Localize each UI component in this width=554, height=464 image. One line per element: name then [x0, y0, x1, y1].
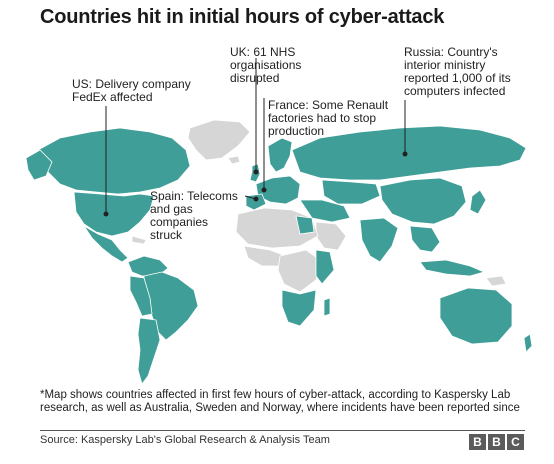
russia-line-3: reported 1,000 of its [404, 71, 511, 85]
southern-africa [281, 289, 317, 327]
iceland [227, 155, 241, 165]
russia [291, 125, 527, 181]
scandinavia [267, 137, 293, 173]
spain-line-1: Spain: Telecoms [150, 189, 238, 203]
uk-dot [253, 169, 259, 175]
papua [485, 275, 507, 287]
uk-line-2: organisations [230, 58, 302, 72]
uk-annotation: UK: 61 NHS organisations disrupted [230, 46, 301, 85]
russia-line-4: computers infected [404, 84, 506, 98]
france-dot [261, 187, 267, 193]
indonesia [419, 259, 486, 277]
argentina-chile [137, 317, 161, 385]
france-annotation: France: Some Renault factories had to st… [268, 99, 388, 138]
bbc-logo-letter-1: B [469, 434, 486, 450]
leader-lines [105, 58, 406, 214]
spain-line-2: and gas [150, 202, 193, 216]
madagascar [323, 297, 331, 317]
leader-dots [103, 151, 408, 217]
map-title: Countries hit in initial hours of cyber-… [40, 6, 445, 28]
greenland [187, 119, 251, 161]
france-line-2: factories had to stop [268, 111, 377, 125]
china [379, 177, 467, 225]
east-africa [315, 249, 335, 285]
us-annotation: US: Delivery company FedEx affected [72, 78, 191, 104]
new-zealand [523, 333, 533, 353]
india [359, 217, 399, 263]
france-line-1: France: Some Renault [268, 98, 389, 112]
russia-annotation: Russia: Country's interior ministry repo… [404, 46, 511, 98]
central-asia [321, 179, 381, 205]
footnote: *Map shows countries affected in first f… [40, 389, 520, 414]
japan [469, 189, 487, 215]
uk-line-3: disrupted [230, 71, 280, 85]
egypt [295, 215, 315, 235]
france-line-3: production [268, 124, 325, 138]
bbc-logo: B B C [469, 434, 524, 450]
russia-line-2: interior ministry [404, 58, 486, 72]
spain-line-3: companies [150, 215, 209, 229]
peru-bolivia [129, 275, 153, 317]
us-line-1: US: Delivery company [72, 77, 191, 91]
australia [439, 287, 513, 345]
divider [40, 430, 525, 431]
russia-line-1: Russia: Country's [404, 45, 498, 59]
russia-dot [402, 151, 408, 157]
uk-line-1: UK: 61 NHS [230, 45, 296, 59]
spain [245, 193, 267, 211]
bbc-logo-letter-2: B [488, 434, 505, 450]
alaska [25, 149, 53, 181]
canada [37, 127, 191, 195]
spain-line-4: struck [150, 228, 183, 242]
source-text: Source: Kaspersky Lab's Global Research … [40, 434, 330, 446]
spain-annotation: Spain: Telecoms and gas companies struck [150, 190, 238, 242]
mexico [83, 225, 129, 263]
bbc-logo-letter-3: C [507, 434, 524, 450]
us-line-2: FedEx affected [72, 90, 153, 104]
us-dot [103, 211, 109, 217]
central-africa [277, 249, 321, 293]
caribbean [131, 235, 147, 245]
southeast-asia [409, 225, 441, 253]
spain-dot [253, 196, 259, 202]
usa [73, 191, 155, 237]
arabia [315, 221, 347, 251]
